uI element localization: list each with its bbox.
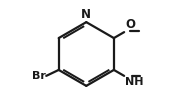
Text: NH: NH: [125, 77, 143, 87]
Text: Br: Br: [31, 71, 45, 81]
Text: O: O: [125, 18, 135, 31]
Text: N: N: [81, 8, 91, 21]
